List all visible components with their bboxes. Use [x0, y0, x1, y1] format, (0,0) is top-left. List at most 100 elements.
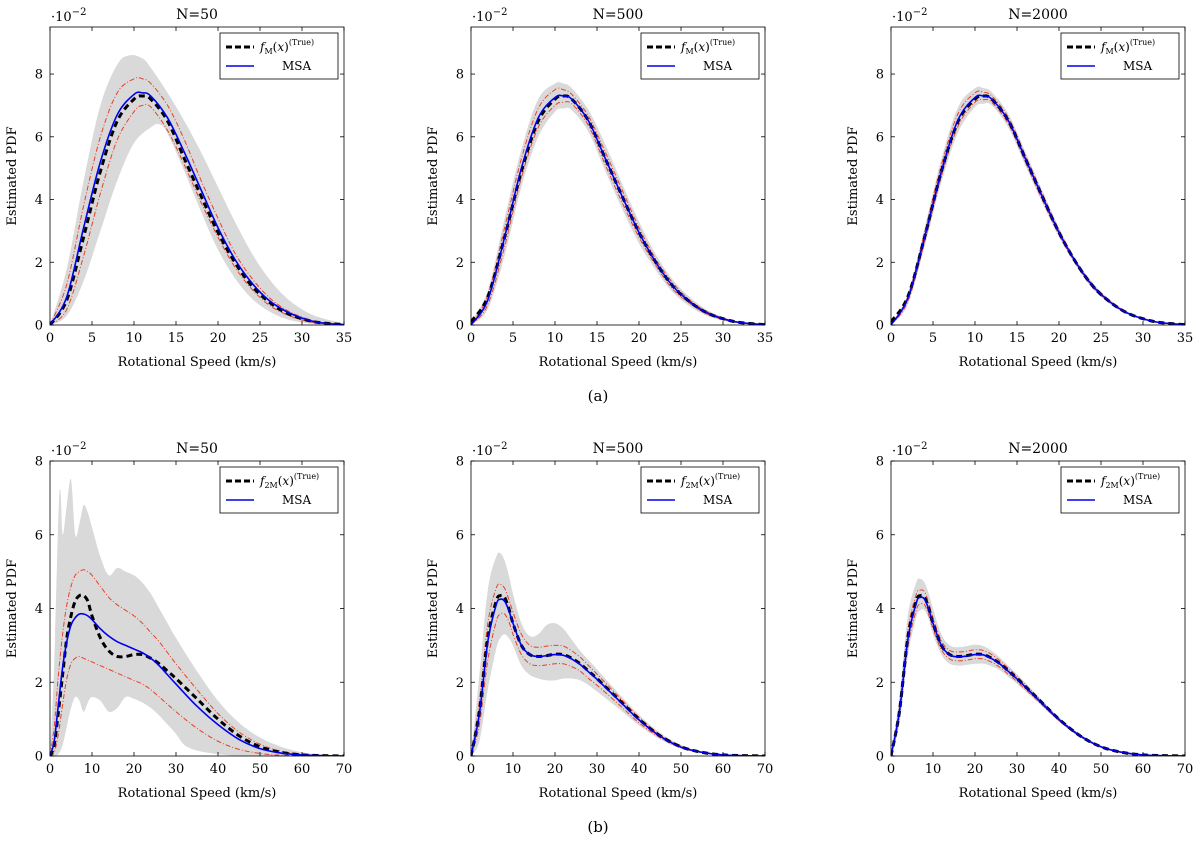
- x-tick-label: 40: [210, 762, 227, 777]
- y-tick-label: 4: [876, 602, 884, 617]
- legend-true-arg: (: [1114, 40, 1119, 54]
- legend-true-arg: (: [699, 474, 704, 488]
- x-tick-label: 50: [673, 762, 690, 777]
- chart-b-1: 0 10 20 30 40 50 60 70 0 2 4 6 8 ·10−2 N=50 Rotational …: [5, 441, 352, 801]
- chart-a-3: 0 5 10 15 20 25 30 35 0 2 4 6 8 ·10−2 N=2000 Rotational…: [846, 7, 1193, 370]
- y-tick-label: 8: [876, 455, 884, 470]
- axis-exponent: ·10−2: [51, 441, 86, 459]
- legend-true-label: fM(x)(True): [259, 38, 314, 56]
- legend-msa-label: MSA: [1123, 493, 1153, 507]
- x-tick-label: 30: [1135, 331, 1152, 346]
- x-tick-label: 35: [757, 331, 774, 346]
- legend-true-f: f: [259, 40, 267, 54]
- y-tick-label: 0: [876, 319, 884, 334]
- y-tick-label: 6: [456, 130, 464, 145]
- legend-true-label: f2M(x)(True): [680, 472, 740, 490]
- legend-true-close: ): [1125, 40, 1130, 54]
- legend-true-f: f: [1100, 474, 1108, 488]
- y-tick-label: 6: [456, 528, 464, 543]
- x-tick-label: 70: [1177, 762, 1194, 777]
- legend-msa-label: MSA: [282, 493, 312, 507]
- y-tick-label: 4: [456, 602, 464, 617]
- x-tick-label: 40: [631, 762, 648, 777]
- y-tick-label: 2: [876, 256, 884, 271]
- axis-exponent-power: −2: [913, 441, 928, 452]
- x-axis-label: Rotational Speed (km/s): [539, 786, 698, 801]
- legend-msa-label: MSA: [703, 493, 733, 507]
- x-tick-label: 60: [715, 762, 732, 777]
- true-line: [50, 94, 344, 325]
- x-tick-label: 70: [757, 762, 774, 777]
- legend-true-label: f2M(x)(True): [259, 472, 319, 490]
- x-tick-label: 50: [252, 762, 269, 777]
- legend-true-arg: (: [273, 40, 278, 54]
- y-axis-label: Estimated PDF: [5, 126, 20, 225]
- x-tick-label: 60: [294, 762, 311, 777]
- x-axis-label: Rotational Speed (km/s): [118, 355, 277, 370]
- y-tick-label: 0: [456, 319, 464, 334]
- axes-frame: [49, 26, 345, 326]
- legend-true-arg: (: [278, 474, 283, 488]
- x-tick-label: 5: [929, 331, 937, 346]
- chart-title: N=50: [176, 7, 218, 23]
- chart-title: N=2000: [1008, 441, 1068, 457]
- x-axis-label: Rotational Speed (km/s): [118, 786, 277, 801]
- legend: f2M(x)(True) MSA: [219, 466, 339, 514]
- x-tick-label: 15: [168, 331, 185, 346]
- legend-true-sup: (True): [715, 472, 740, 481]
- y-axis-label: Estimated PDF: [426, 126, 441, 225]
- y-tick-label: 6: [876, 130, 884, 145]
- y-tick-label: 2: [35, 676, 43, 691]
- legend-true-f: f: [1100, 40, 1108, 54]
- legend-true-arg: (: [694, 40, 699, 54]
- legend-true-sup: (True): [1135, 472, 1160, 481]
- y-tick-label: 8: [876, 68, 884, 83]
- chart-title: N=2000: [1008, 7, 1068, 23]
- legend-true-x: x: [282, 474, 289, 488]
- y-tick-label: 4: [35, 193, 43, 208]
- chart-b-2: 0 10 20 30 40 50 60 70 0 2 4 6 8 ·10−2 N=500 Rotational…: [426, 441, 773, 801]
- legend-true-f: f: [259, 474, 267, 488]
- band-area: [891, 86, 1185, 325]
- band-area: [891, 578, 1185, 756]
- legend-true-sup: (True): [710, 38, 735, 47]
- ci-lower-line: [891, 98, 1185, 325]
- ci-lower-line: [471, 100, 765, 325]
- axis-exponent-power: −2: [493, 441, 508, 452]
- msa-line: [891, 596, 1185, 756]
- legend-true-sup: (True): [294, 472, 319, 481]
- legend-true-x: x: [277, 40, 284, 54]
- legend-true-label: fM(x)(True): [1100, 38, 1155, 56]
- x-tick-label: 20: [126, 762, 143, 777]
- legend-true-label: f2M(x)(True): [1100, 472, 1160, 490]
- x-tick-label: 0: [467, 331, 475, 346]
- legend: fM(x)(True) MSA: [640, 32, 760, 80]
- y-axis-label: Estimated PDF: [5, 559, 20, 658]
- legend: fM(x)(True) MSA: [219, 32, 339, 80]
- x-tick-label: 20: [210, 331, 227, 346]
- legend-true-sub: M: [264, 47, 272, 56]
- x-tick-label: 30: [715, 331, 732, 346]
- msa-line: [471, 598, 765, 756]
- legend-true-sup: (True): [1130, 38, 1155, 47]
- y-tick-label: 2: [456, 256, 464, 271]
- ci-upper-line: [891, 90, 1185, 325]
- legend-true-x: x: [698, 40, 705, 54]
- chart-title: N=500: [593, 7, 644, 23]
- legend-true-sub: M: [685, 47, 693, 56]
- y-tick-label: 8: [456, 68, 464, 83]
- axis-exponent: ·10−2: [51, 7, 86, 25]
- legend-true-sub: M: [1105, 47, 1113, 56]
- x-tick-label: 0: [887, 331, 895, 346]
- legend-true-label: fM(x)(True): [680, 38, 735, 56]
- y-tick-label: 0: [35, 750, 43, 765]
- x-tick-label: 10: [967, 331, 984, 346]
- ci-lower-line: [50, 655, 344, 756]
- axes-frame: [470, 26, 766, 326]
- axis-exponent-power: −2: [72, 7, 87, 18]
- legend-true-close: ): [705, 40, 710, 54]
- axis-exponent: ·10−2: [892, 7, 927, 25]
- legend-true-close: ): [284, 40, 289, 54]
- legend-box: [1060, 32, 1180, 80]
